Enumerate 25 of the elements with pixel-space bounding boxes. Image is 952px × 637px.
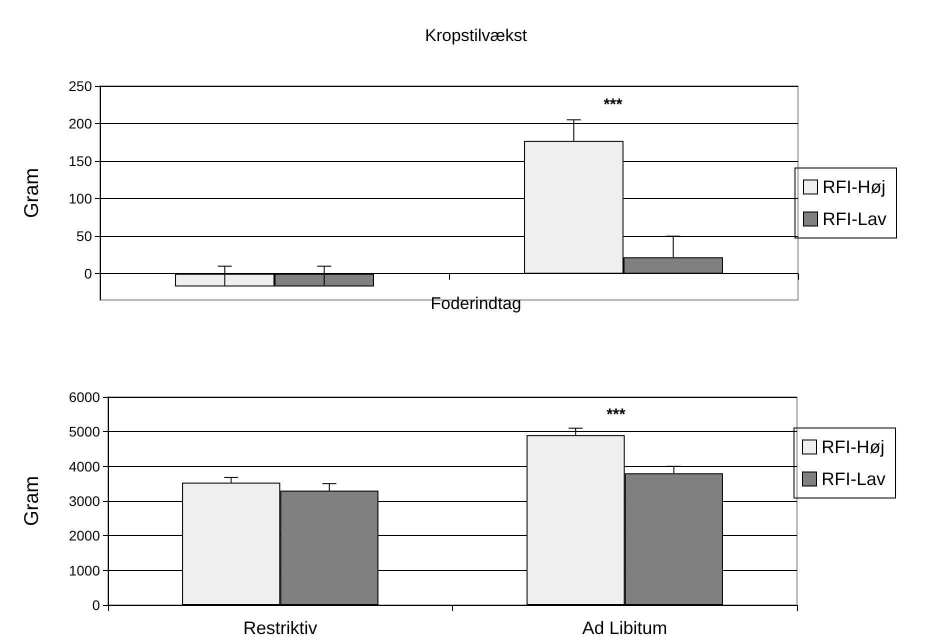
y-axis-title: Gram <box>21 476 43 526</box>
y-tick-label: 2000 <box>68 528 100 544</box>
y-tick-label: 50 <box>76 228 92 244</box>
legend-label: RFI-Lav <box>822 469 886 489</box>
y-tick-label: 4000 <box>68 458 100 474</box>
y-tick-label: 250 <box>68 78 92 94</box>
chart-title: Foderindtag <box>430 294 522 313</box>
y-tick-label: 1000 <box>68 562 100 578</box>
y-tick-label: 150 <box>68 153 92 170</box>
y-tick-label: 100 <box>68 190 92 207</box>
y-tick-label: 5000 <box>68 424 100 440</box>
legend-label: RFI-Høj <box>822 177 886 197</box>
x-tick-label: Ad Libitum <box>582 618 668 637</box>
legend-label: RFI-Høj <box>822 437 884 457</box>
annotation: *** <box>604 96 624 114</box>
y-tick-label: 0 <box>92 597 100 613</box>
y-axis-title: Gram <box>21 168 43 218</box>
annotation: *** <box>606 406 626 424</box>
y-tick-label: 0 <box>84 266 92 282</box>
y-tick-label: 3000 <box>68 493 100 509</box>
legend-label: RFI-Lav <box>822 209 887 229</box>
x-tick-label: Restriktiv <box>243 618 318 637</box>
y-tick-label: 200 <box>68 116 92 132</box>
chart-title: Kropstilvækst <box>424 26 528 45</box>
y-tick-label: 6000 <box>68 389 100 405</box>
